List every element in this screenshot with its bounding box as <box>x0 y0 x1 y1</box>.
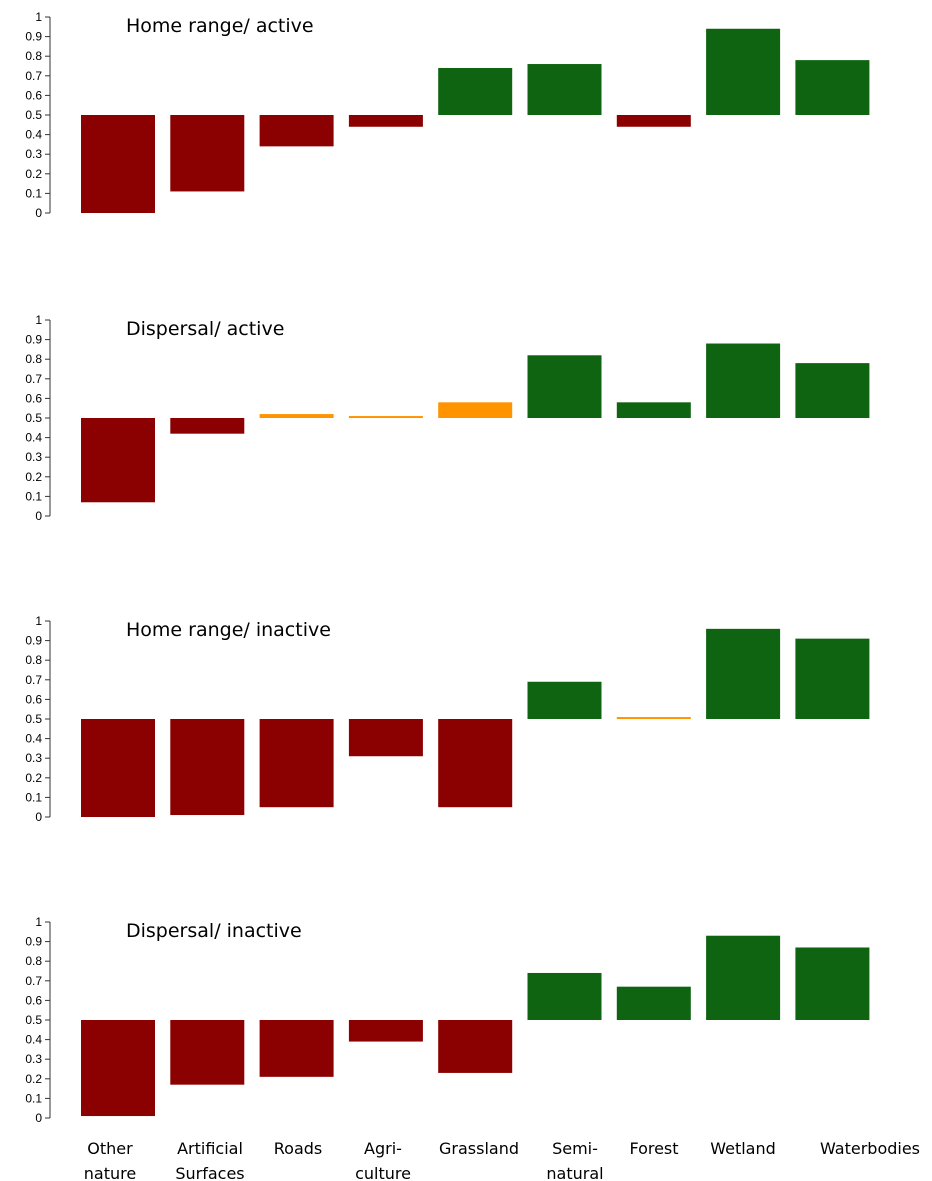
bar <box>527 972 602 1020</box>
y-tick-label: 0.6 <box>25 391 42 405</box>
bar <box>616 402 691 418</box>
bar <box>706 343 781 418</box>
bar <box>259 115 334 147</box>
category-label: Forest <box>629 1139 678 1158</box>
y-tick-label: 0 <box>35 810 42 824</box>
y-tick-label: 1 <box>35 313 42 327</box>
bar <box>81 1020 155 1117</box>
y-tick-label: 0.4 <box>25 431 42 445</box>
bar <box>348 115 423 127</box>
y-tick-label: 0.2 <box>25 470 42 484</box>
panel-4: 0 0.1 0.2 0.3 0.4 0.5 0.6 0.7 0.8 0.9 1 Dispersal/ … <box>25 915 870 1125</box>
y-tick-label: 0.9 <box>25 333 42 347</box>
y-tick-label: 0.5 <box>25 712 42 726</box>
bar <box>795 947 870 1020</box>
y-tick-label: 0.5 <box>25 1013 42 1027</box>
bar <box>527 64 602 115</box>
bar <box>81 115 155 213</box>
bar <box>527 681 602 719</box>
y-tick-label: 0.3 <box>25 450 42 464</box>
bar <box>170 719 245 816</box>
category-label: Agri-culture <box>355 1139 411 1181</box>
y-tick-label: 0 <box>35 1111 42 1125</box>
bar <box>438 67 513 115</box>
y-tick-label: 0.2 <box>25 1072 42 1086</box>
y-tick-label: 0.6 <box>25 993 42 1007</box>
y-tick-label: 0.4 <box>25 128 42 142</box>
bar <box>81 418 155 503</box>
panel-title: Home range/ inactive <box>126 619 331 641</box>
y-tick-label: 0.4 <box>25 732 42 746</box>
bar <box>438 719 513 808</box>
y-tick-label: 0.7 <box>25 69 42 83</box>
bar <box>706 628 781 719</box>
bar <box>81 719 155 817</box>
bar <box>259 1020 334 1077</box>
category-label: Wetland <box>710 1139 776 1158</box>
y-tick-label: 0.7 <box>25 673 42 687</box>
bar <box>348 1020 423 1042</box>
y-tick-label: 0.5 <box>25 411 42 425</box>
y-tick-label: 0.8 <box>25 352 42 366</box>
bar <box>527 355 602 418</box>
y-tick-label: 0.9 <box>25 935 42 949</box>
y-tick-label: 0.8 <box>25 954 42 968</box>
bar <box>795 638 870 719</box>
panel-title: Home range/ active <box>126 15 314 37</box>
bar <box>170 418 245 434</box>
bar <box>616 115 691 127</box>
y-tick-label: 0.3 <box>25 1052 42 1066</box>
bar <box>348 416 423 419</box>
panel-title: Dispersal/ inactive <box>126 920 302 942</box>
y-tick-label: 0.9 <box>25 30 42 44</box>
y-tick-label: 0.1 <box>25 790 42 804</box>
y-tick-label: 0.2 <box>25 167 42 181</box>
bar <box>706 935 781 1020</box>
y-tick-label: 1 <box>35 915 42 929</box>
category-label: Artificial Surfaces <box>175 1139 244 1181</box>
y-tick-label: 0.1 <box>25 1091 42 1105</box>
panel-2: 0 0.1 0.2 0.3 0.4 0.5 0.6 0.7 0.8 0.9 1 Dispersal/ … <box>25 313 870 523</box>
y-tick-label: 0.9 <box>25 634 42 648</box>
bar <box>616 986 691 1020</box>
bar <box>170 115 245 192</box>
category-labels: Other nature Artificial Surfaces Roads Agri-c… <box>84 1139 920 1181</box>
category-label: Other nature <box>84 1139 136 1181</box>
y-tick-label: 0.3 <box>25 751 42 765</box>
y-tick-label: 1 <box>35 614 42 628</box>
category-label: Waterbodies <box>820 1139 920 1158</box>
category-label: Roads <box>274 1139 322 1158</box>
y-tick-label: 0 <box>35 206 42 220</box>
bar <box>706 28 781 115</box>
panel-3: 0 0.1 0.2 0.3 0.4 0.5 0.6 0.7 0.8 0.9 1 Home range/… <box>25 614 870 824</box>
bar <box>348 719 423 757</box>
y-tick-label: 0.6 <box>25 692 42 706</box>
y-tick-label: 0.1 <box>25 186 42 200</box>
y-tick-label: 0.1 <box>25 489 42 503</box>
y-tick-label: 0 <box>35 509 42 523</box>
panel-1: 0 0.1 0.2 0.3 0.4 0.5 0.6 0.7 0.8 0.9 1 Home range/… <box>25 10 870 220</box>
bar <box>438 402 513 418</box>
y-tick-label: 0.2 <box>25 771 42 785</box>
bar <box>616 717 691 720</box>
y-tick-label: 0.4 <box>25 1033 42 1047</box>
bar <box>795 60 870 115</box>
bar <box>259 719 334 808</box>
y-tick-label: 0.3 <box>25 147 42 161</box>
y-tick-label: 0.7 <box>25 974 42 988</box>
y-tick-label: 0.8 <box>25 49 42 63</box>
y-tick-label: 1 <box>35 10 42 24</box>
y-tick-label: 0.7 <box>25 372 42 386</box>
category-label: Semi-natural <box>546 1139 603 1181</box>
y-tick-label: 0.6 <box>25 88 42 102</box>
bar <box>259 414 334 418</box>
bar <box>438 1020 513 1073</box>
bar <box>170 1020 245 1085</box>
bar <box>795 363 870 418</box>
category-label: Grassland <box>439 1139 519 1158</box>
panel-title: Dispersal/ active <box>126 318 284 340</box>
y-tick-label: 0.5 <box>25 108 42 122</box>
y-tick-label: 0.8 <box>25 653 42 667</box>
